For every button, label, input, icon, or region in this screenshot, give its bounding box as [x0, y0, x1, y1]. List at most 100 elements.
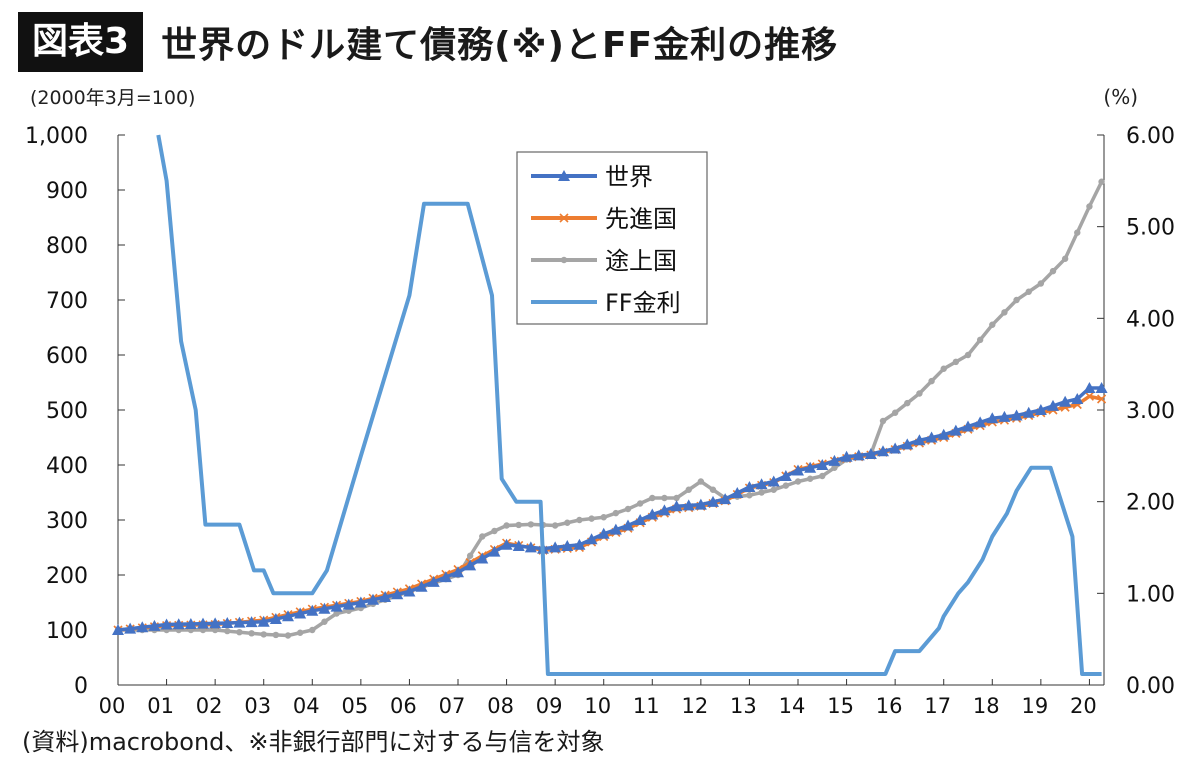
x-tick-label: 16: [876, 694, 903, 718]
marker-circle: [661, 494, 668, 502]
marker-circle: [248, 630, 255, 637]
marker-circle: [879, 417, 887, 425]
marker-triangle: [694, 498, 707, 510]
series-layer: [112, 134, 1108, 676]
marker-triangle: [804, 461, 817, 473]
marker-triangle: [136, 621, 149, 633]
marker-triangle: [901, 438, 914, 450]
marker-triangle: [282, 610, 294, 622]
marker-triangle: [731, 487, 744, 499]
marker-triangle: [767, 475, 780, 487]
marker-triangle: [1034, 404, 1047, 415]
marker-circle: [224, 627, 231, 635]
marker-triangle: [1022, 406, 1035, 418]
x-tick-label: 14: [779, 694, 806, 718]
marker-triangle: [269, 613, 282, 624]
x-tick-label: 05: [341, 694, 368, 718]
marker-triangle: [792, 464, 804, 476]
marker-triangle: [573, 538, 586, 550]
marker-x: [1097, 394, 1107, 404]
left-tick-label: 600: [46, 344, 88, 369]
x-tick-label: 06: [390, 694, 417, 718]
marker-circle: [636, 500, 644, 507]
marker-triangle: [622, 519, 634, 531]
marker-triangle: [1010, 409, 1023, 421]
marker-circle: [588, 515, 595, 522]
left-tick-label: 500: [46, 399, 88, 424]
right-tick-label: 6.00: [1126, 124, 1175, 149]
left-tick-label: 1,000: [25, 124, 88, 149]
x-tick-label: 17: [924, 694, 951, 718]
x-tick-label: 11: [633, 694, 660, 718]
marker-circle: [770, 486, 777, 493]
marker-circle: [1086, 203, 1093, 210]
series-line: [117, 386, 1102, 632]
figure-badge: 図表3: [18, 12, 144, 72]
chart: (2000年3月=100) (%) 0100200300400500600700…: [25, 85, 1175, 718]
left-tick-label: 700: [46, 289, 88, 314]
marker-circle: [794, 478, 802, 485]
x-tick-label: 20: [1070, 694, 1097, 718]
marker-triangle: [962, 420, 974, 432]
marker-circle: [904, 399, 911, 407]
marker-circle: [1049, 267, 1057, 275]
series-FF金利: [156, 134, 1102, 676]
marker-triangle: [1071, 393, 1084, 404]
marker-circle: [685, 486, 692, 493]
left-tick-label: 100: [46, 619, 88, 644]
left-tick-label: 400: [46, 454, 88, 479]
x-tick-label: 04: [293, 694, 320, 718]
marker-circle: [272, 631, 280, 639]
marker-circle: [236, 629, 243, 636]
marker-triangle: [828, 454, 841, 466]
marker-circle: [333, 610, 340, 617]
marker-circle: [1025, 288, 1032, 295]
marker-triangle: [877, 445, 889, 457]
marker-triangle: [403, 585, 416, 597]
marker-circle: [758, 489, 765, 496]
marker-triangle: [306, 604, 319, 616]
marker-triangle: [937, 428, 950, 440]
x-tick-label: 10: [584, 694, 611, 718]
marker-triangle: [779, 470, 792, 481]
marker-x: [1084, 391, 1094, 401]
marker-triangle: [512, 540, 525, 552]
series-世界: [112, 382, 1108, 635]
marker-circle: [479, 533, 486, 540]
marker-circle: [782, 482, 790, 489]
x-tick-label: 08: [487, 694, 514, 718]
marker-triangle: [330, 600, 343, 612]
legend-label: 先進国: [605, 205, 677, 233]
marker-circle: [964, 351, 972, 359]
marker-triangle: [670, 500, 683, 512]
marker-circle: [916, 390, 923, 397]
x-tick-label: 15: [827, 694, 854, 718]
marker-triangle: [658, 504, 671, 516]
marker-triangle: [354, 596, 367, 608]
axes: 01002003004005006007008009001,0000.001.0…: [25, 124, 1175, 718]
right-tick-label: 3.00: [1126, 399, 1175, 424]
x-tick-label: 01: [147, 694, 174, 718]
marker-circle: [709, 486, 717, 493]
legend-label: 途上国: [605, 247, 677, 275]
marker-circle: [928, 377, 935, 385]
marker-circle: [649, 494, 656, 502]
marker-circle: [746, 492, 753, 499]
marker-triangle: [558, 170, 570, 181]
marker-triangle: [852, 449, 865, 461]
marker-triangle: [452, 566, 464, 578]
legend-label: 世界: [605, 163, 653, 191]
x-tick-label: 00: [99, 694, 126, 718]
marker-triangle: [864, 448, 877, 459]
marker-triangle: [707, 495, 719, 507]
right-tick-label: 5.00: [1126, 216, 1175, 241]
marker-circle: [491, 527, 498, 535]
marker-circle: [466, 552, 474, 559]
marker-circle: [940, 365, 947, 372]
legend-label: FF金利: [605, 289, 681, 317]
header: 図表3 世界のドル建て債務(※)とFF金利の推移: [18, 12, 838, 72]
x-tick-label: 12: [681, 694, 708, 718]
marker-triangle: [184, 617, 197, 629]
x-tick-label: 19: [1021, 694, 1048, 718]
